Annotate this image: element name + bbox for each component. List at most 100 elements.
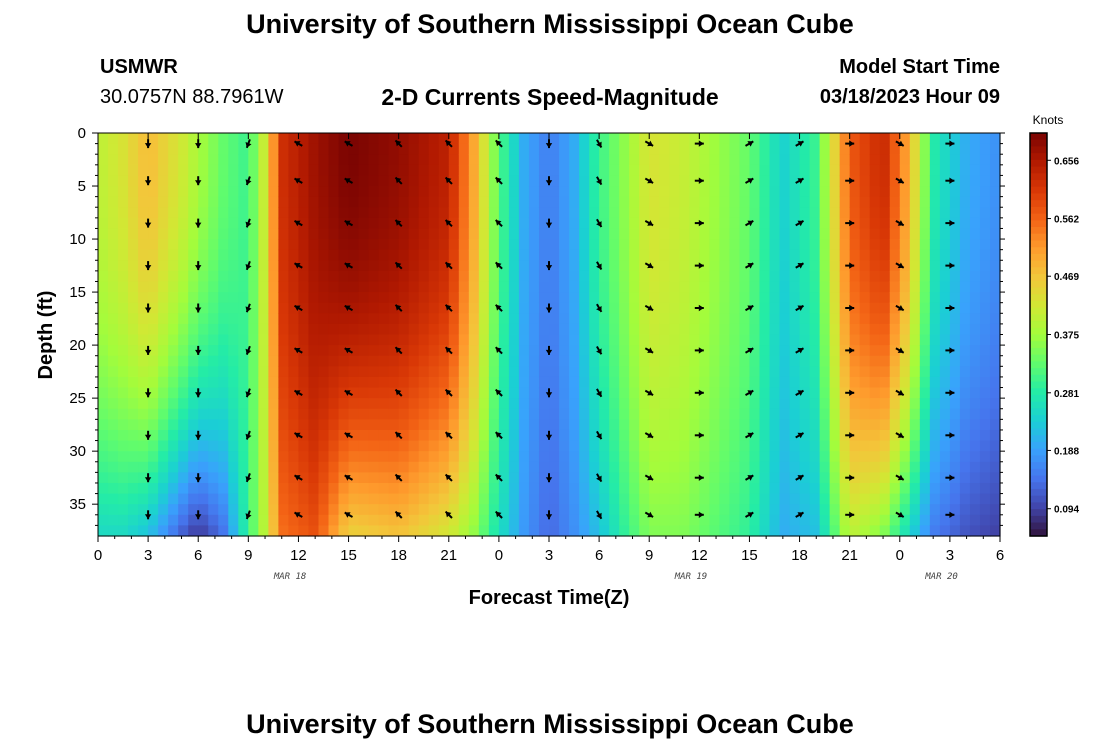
heatmap-cell xyxy=(438,472,450,484)
heatmap-cell xyxy=(328,292,340,304)
heatmap-cell xyxy=(649,461,660,473)
heatmap-cell xyxy=(959,154,971,166)
heatmap-cell xyxy=(278,440,290,452)
heatmap-cell xyxy=(218,514,229,526)
heatmap-cell xyxy=(138,334,149,346)
heatmap-cell xyxy=(288,472,300,484)
heatmap-cell xyxy=(989,323,1001,336)
heatmap-cell xyxy=(458,164,470,177)
heatmap-cell xyxy=(649,154,660,166)
current-vector-arrow xyxy=(745,220,754,227)
heatmap-cell xyxy=(508,440,520,452)
heatmap-cell xyxy=(228,143,239,155)
heatmap-cell xyxy=(699,504,710,516)
heatmap-cell xyxy=(498,334,510,346)
heatmap-cell xyxy=(228,504,239,516)
heatmap-cell xyxy=(579,355,590,367)
colorbar-step xyxy=(1030,482,1047,490)
heatmap-cell xyxy=(138,461,149,473)
heatmap-cell xyxy=(528,514,540,526)
heatmap-cell xyxy=(148,239,159,251)
current-vector-arrow xyxy=(444,176,453,185)
heatmap-cell xyxy=(478,217,490,230)
heatmap-cell xyxy=(979,451,991,463)
heatmap-cell xyxy=(989,355,1001,367)
heatmap-cell xyxy=(969,260,981,272)
heatmap-cell xyxy=(559,429,570,442)
heatmap-cell xyxy=(118,239,129,251)
heatmap-cell xyxy=(709,186,720,198)
heatmap-cell xyxy=(98,493,109,505)
heatmap-cell xyxy=(809,323,821,336)
heatmap-cell xyxy=(769,281,781,293)
heatmap-cell xyxy=(649,164,660,177)
x-tick-label: 15 xyxy=(340,547,357,564)
heatmap-cell xyxy=(458,387,470,399)
heatmap-cell xyxy=(939,514,951,526)
heatmap-cell xyxy=(749,292,761,304)
heatmap-cell xyxy=(108,249,119,261)
heatmap-cell xyxy=(298,366,310,378)
heatmap-cell xyxy=(599,281,610,293)
heatmap-cell xyxy=(518,525,530,537)
heatmap-cell xyxy=(188,504,199,516)
heatmap-cell xyxy=(248,408,259,420)
heatmap-cell xyxy=(609,429,620,442)
heatmap-cell xyxy=(98,133,109,145)
heatmap-cell xyxy=(769,175,781,187)
heatmap-cell xyxy=(609,493,620,505)
heatmap-cell xyxy=(118,514,129,526)
heatmap-cell xyxy=(669,366,680,378)
heatmap-cell xyxy=(759,292,771,304)
heatmap-cell xyxy=(749,398,761,410)
heatmap-cell xyxy=(919,345,931,357)
heatmap-cell xyxy=(108,334,119,346)
heatmap-cell xyxy=(679,281,690,293)
heatmap-cell xyxy=(488,376,500,389)
heatmap-cell xyxy=(148,408,159,420)
heatmap-cell xyxy=(799,461,811,473)
heatmap-cell xyxy=(899,461,911,473)
heatmap-cell xyxy=(488,525,500,537)
heatmap-cell xyxy=(919,207,931,219)
heatmap-cell xyxy=(579,451,590,463)
heatmap-cell xyxy=(849,345,861,357)
heatmap-cell xyxy=(148,387,159,399)
heatmap-cell xyxy=(268,345,279,357)
heatmap-cell xyxy=(298,323,310,336)
heatmap-cell xyxy=(899,260,911,272)
heatmap-cell xyxy=(108,345,119,357)
heatmap-cell xyxy=(108,154,119,166)
heatmap-cell xyxy=(829,493,841,505)
heatmap-cell xyxy=(549,281,560,293)
heatmap-cell xyxy=(488,334,500,346)
heatmap-cell xyxy=(238,143,249,155)
heatmap-cell xyxy=(318,143,330,155)
heatmap-cell xyxy=(869,270,881,283)
heatmap-cell xyxy=(849,164,861,177)
colorbar-step xyxy=(1030,139,1047,148)
heatmap-cell xyxy=(949,472,961,484)
heatmap-cell xyxy=(288,154,300,166)
heatmap-cell xyxy=(378,313,390,325)
heatmap-cell xyxy=(498,270,510,283)
heatmap-cell xyxy=(909,164,921,177)
heatmap-cell xyxy=(158,196,169,208)
heatmap-cell xyxy=(458,207,470,219)
heatmap-cell xyxy=(819,472,831,484)
heatmap-cell xyxy=(258,313,269,325)
heatmap-cell xyxy=(709,504,720,516)
heatmap-cell xyxy=(939,482,951,495)
heatmap-cell xyxy=(428,164,440,177)
heatmap-cell xyxy=(719,504,730,516)
current-vector-arrow xyxy=(195,510,202,520)
heatmap-cell xyxy=(709,451,720,463)
colorbar-step xyxy=(1030,354,1047,362)
heatmap-cell xyxy=(729,408,741,420)
heatmap-cell xyxy=(158,207,169,219)
heatmap-cell xyxy=(949,525,961,537)
heatmap-cell xyxy=(899,345,911,357)
heatmap-cell xyxy=(829,154,841,166)
y-tick-label: 0 xyxy=(78,125,86,142)
heatmap-cell xyxy=(859,260,871,272)
